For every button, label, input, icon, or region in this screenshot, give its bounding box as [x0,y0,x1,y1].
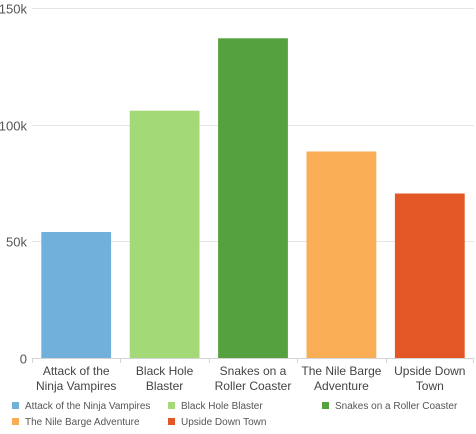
legend-swatch [168,402,175,409]
legend-item[interactable]: Black Hole Blaster [168,401,263,412]
y-tick-label: 50k [6,235,27,250]
legend-swatch [12,402,19,409]
y-tick-label: 150k [0,2,27,17]
legend-label: The Nile Barge Adventure [25,417,140,428]
legend-swatch [168,418,175,425]
legend-item[interactable]: Attack of the Ninja Vampires [12,401,150,412]
legend-label: Black Hole Blaster [181,401,263,412]
x-tick-label: Upside Down Town [394,364,465,393]
x-tick-label: Black Hole Blaster [136,364,194,393]
legend-label: Upside Down Town [181,417,266,428]
legend-item[interactable]: Snakes on a Roller Coaster [322,401,458,412]
y-tick-label: 0 [20,352,27,367]
legend-label: Attack of the Ninja Vampires [25,401,150,412]
legend-label: Snakes on a Roller Coaster [335,401,458,412]
y-tick-label: 100k [0,119,27,134]
bars [41,38,465,359]
x-tick-label: Snakes on a Roller Coaster [215,364,292,393]
y-axis: 0 50k 100k 150k [0,2,27,367]
bar [218,38,288,359]
bar [41,232,112,358]
x-tick-label: The Nile Barge Adventure [301,364,381,393]
legend-item[interactable]: Upside Down Town [168,417,266,428]
legend-item[interactable]: The Nile Barge Adventure [12,417,140,428]
legend: Attack of the Ninja Vampires Black Hole B… [12,401,458,428]
bar [394,193,465,358]
x-axis: Attack of the Ninja Vampires Black Hole Bla… [32,358,474,393]
bar [129,110,200,358]
legend-swatch [322,402,329,409]
x-tick-label: Attack of the Ninja Vampires [36,364,116,393]
legend-swatch [12,418,19,425]
bar [306,151,377,358]
